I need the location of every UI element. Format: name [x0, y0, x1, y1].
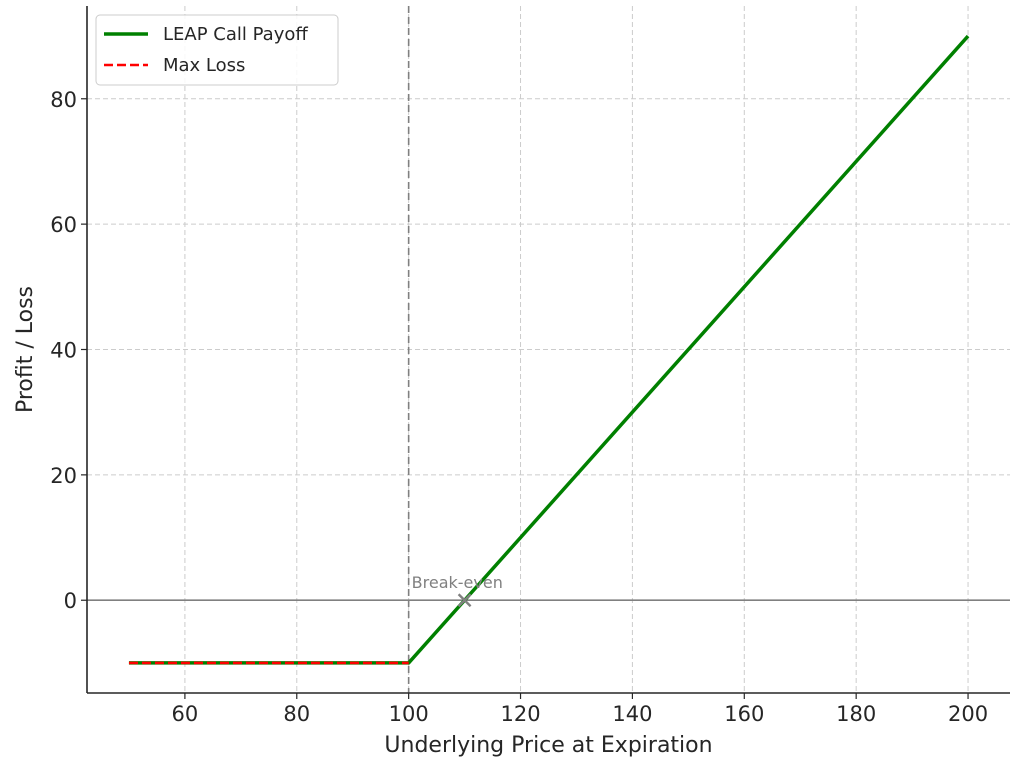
- break-even-label: Break-even: [412, 573, 503, 592]
- break-even-x-stroke: [457, 593, 472, 608]
- x-tick-label: 200: [948, 702, 988, 726]
- y-tick-label: 0: [64, 589, 77, 613]
- legend-label: LEAP Call Payoff: [163, 24, 308, 45]
- x-tick-label: 120: [500, 702, 540, 726]
- y-tick-label: 60: [50, 213, 77, 237]
- y-tick-label: 40: [50, 339, 77, 363]
- y-tick-label: 80: [50, 88, 77, 112]
- y-tick-label: 20: [50, 464, 77, 488]
- reference-lines: [87, 6, 1010, 693]
- legend-box: [95, 14, 339, 86]
- x-tick-label: 80: [283, 702, 310, 726]
- grid: [87, 6, 1010, 693]
- x-tick-label: 140: [612, 702, 652, 726]
- x-tick-label: 100: [389, 702, 429, 726]
- ticks: 60 80 100 120 140 160 180 200 0 20 40 60 80: [50, 88, 988, 726]
- break-even-marker: [457, 593, 472, 608]
- annotations: Break-even: [412, 573, 503, 608]
- x-tick-label: 60: [172, 702, 199, 726]
- x-tick-label: 180: [836, 702, 876, 726]
- x-tick-label: 160: [724, 702, 764, 726]
- x-axis-label: Underlying Price at Expiration: [384, 733, 712, 758]
- y-axis-label: Profit / Loss: [13, 286, 38, 413]
- legend: LEAP Call Payoff Max Loss: [95, 14, 339, 86]
- series: [128, 34, 970, 665]
- legend-label: Max Loss: [163, 55, 245, 76]
